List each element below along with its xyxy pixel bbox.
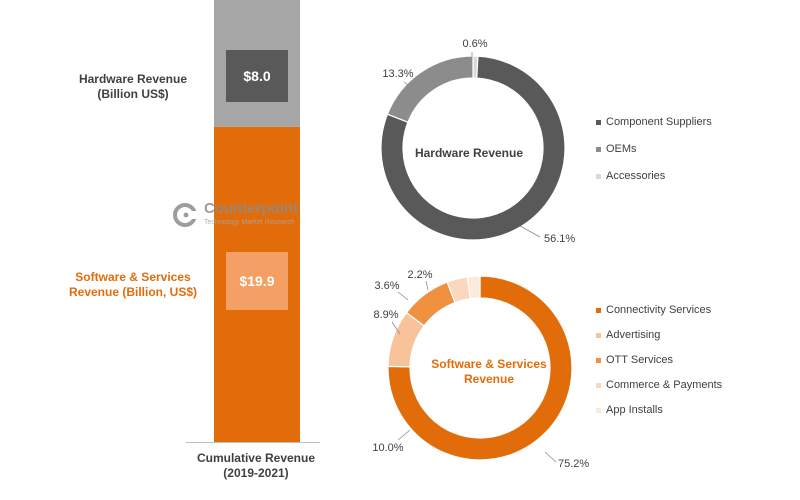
legend-item-oems: OEMs [596,143,637,155]
software-revenue-label-line1: Software & Services [75,270,191,284]
legend-swatch [596,146,601,152]
legend-item-commerce-payments: Commerce & Payments [596,379,722,391]
software-donut-slice-app-installs [466,275,481,300]
hardware-value-label: $8.0 [226,50,288,102]
legend-item-app-installs: App Installs [596,404,663,416]
software-donut-leader-line [397,291,409,301]
legend-item-connectivity-services: Connectivity Services [596,304,711,316]
hardware-revenue-label-line1: Hardware Revenue [78,72,188,86]
legend-swatch [596,357,601,363]
software-donut-pct-label: 75.2% [558,458,589,470]
software-donut-leader-line [391,321,401,335]
software-value-text: $19.9 [239,273,275,289]
legend-swatch [596,119,601,125]
legend-swatch [596,407,601,413]
legend-swatch [596,382,601,388]
software-value-label: $19.9 [226,252,288,310]
hardware-value-text: $8.0 [243,68,271,84]
software-donut-leader-line [397,429,411,441]
legend-item-ott-services: OTT Services [596,354,673,366]
software-donut-leader-line [425,280,429,291]
hardware-donut-pct-label: 13.3% [382,68,413,80]
software-donut-center-line1: Software & Services [431,357,547,371]
legend-label: Connectivity Services [606,304,712,316]
counterpoint-logo-icon [173,203,197,227]
software-revenue-label: Software & Services Revenue (Billion, US… [54,270,212,300]
software-donut-leader-line [544,451,557,463]
hardware-donut-pct-label: 56.1% [544,233,575,245]
software-donut-pct-label: 8.9% [373,309,398,321]
software-legend: Connectivity Services Advertising OTT Se… [596,304,796,424]
x-axis-category-line1: Cumulative Revenue [196,451,316,465]
hardware-donut-pct-label: 0.6% [462,38,487,50]
software-donut-center-label: Software & Services Revenue [414,357,564,387]
x-axis-line [186,442,320,443]
x-axis-category-line2: (2019-2021) [223,466,289,480]
watermark-tagline: Technology Market Research [204,219,295,226]
legend-swatch [596,332,601,338]
software-donut-pct-label: 10.0% [372,442,403,454]
watermark-brand: Counterpoint [204,200,299,217]
software-revenue-label-line2: Revenue (Billion, US$) [68,285,198,299]
legend-label: Component Suppliers [606,116,712,128]
legend-label: OTT Services [606,354,674,366]
legend-label: Commerce & Payments [606,379,723,391]
hardware-revenue-label: Hardware Revenue (Billion US$) [62,72,204,102]
legend-item-advertising: Advertising [596,329,660,341]
hardware-revenue-label-line2: (Billion US$) [97,87,169,101]
software-donut-pct-label: 2.2% [407,269,432,281]
software-donut-center-line2: Revenue [463,372,515,386]
legend-label: Accessories [606,170,666,182]
legend-item-accessories: Accessories [596,170,665,182]
legend-label: App Installs [606,404,663,416]
legend-swatch [596,173,601,179]
software-donut-slice-connectivity-services [387,275,573,461]
x-axis-category-label: Cumulative Revenue (2019-2021) [188,451,324,481]
hardware-donut-center-label: Hardware Revenue [414,146,524,160]
hardware-donut-leader-line [403,81,415,91]
legend-swatch [596,307,601,313]
legend-label: OEMs [606,143,637,155]
hardware-donut-slice-component-suppliers [380,55,566,241]
software-donut-pct-label: 3.6% [374,280,399,292]
hardware-donut-leader-line [519,225,541,238]
hardware-donut-slice-oems [386,55,474,124]
legend-label: Advertising [606,329,661,341]
legend-item-component-suppliers: Component Suppliers [596,116,712,128]
hardware-legend: Component Suppliers OEMs Accessories [596,116,796,186]
